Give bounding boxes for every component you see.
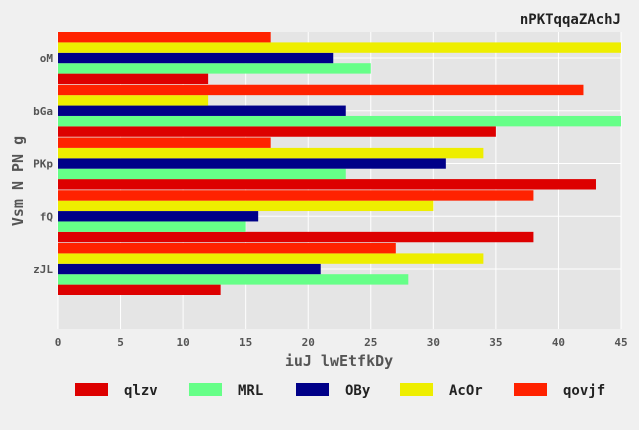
- x-axis-label: iuJ lwEtfkDy: [285, 352, 393, 370]
- x-tick-label: 35: [489, 336, 502, 349]
- y-axis-label: Vsm N PN g: [9, 136, 27, 226]
- bar-MRL-zJL: [58, 274, 409, 285]
- legend-label-OBy: OBy: [345, 383, 371, 399]
- bar-qovjf-oM: [58, 32, 271, 43]
- bar-AcOr-oM: [58, 42, 621, 53]
- y-tick-label: oM: [40, 52, 54, 65]
- legend: qlzv MRL OBy AcOr qovjf: [75, 383, 605, 399]
- bar-qovjf-PKp: [58, 137, 271, 148]
- legend-swatch-OBy: [296, 383, 329, 396]
- bar-OBy-fQ: [58, 211, 259, 222]
- bar-AcOr-fQ: [58, 200, 434, 212]
- bar-qlzv-fQ: [58, 231, 534, 243]
- bar-qovjf-zJL: [58, 243, 396, 254]
- y-tick-label: PKp: [33, 158, 53, 171]
- x-tick-label: 0: [55, 336, 62, 349]
- x-tick-label: 20: [302, 336, 315, 349]
- bar-AcOr-bGa: [58, 95, 209, 106]
- y-tick-labels: zJL fQ PKp bGa oM: [33, 52, 53, 276]
- legend-swatch-qovjf: [514, 383, 547, 396]
- bar-OBy-bGa: [58, 105, 346, 116]
- bar-qlzv-bGa: [58, 126, 496, 137]
- bar-qlzv-oM: [58, 73, 209, 84]
- x-tick-label: 25: [364, 336, 377, 349]
- legend-label-qovjf: qovjf: [563, 383, 605, 399]
- bar-OBy-oM: [58, 52, 334, 64]
- y-tick-label: zJL: [33, 263, 53, 276]
- legend-swatch-MRL: [189, 383, 222, 396]
- bar-AcOr-PKp: [58, 147, 484, 159]
- bar-MRL-fQ: [58, 221, 246, 232]
- legend-swatch-qlzv: [75, 383, 108, 396]
- x-tick-label: 40: [552, 336, 565, 349]
- bar-qlzv-PKp: [58, 179, 596, 190]
- x-tick-label: 10: [176, 336, 189, 349]
- bars-group: [58, 32, 621, 295]
- x-tick-labels: 0 5 10 15 20 25 30 35 40 45: [55, 336, 628, 349]
- chart-title: nPKTqqaZAchJ: [520, 12, 621, 28]
- bar-qlzv-zJL: [58, 284, 221, 295]
- bar-MRL-oM: [58, 63, 371, 74]
- legend-label-MRL: MRL: [238, 383, 263, 399]
- y-tick-label: bGa: [33, 105, 53, 118]
- bar-qovjf-fQ: [58, 190, 534, 201]
- x-tick-label: 45: [614, 336, 627, 349]
- bar-OBy-PKp: [58, 158, 446, 169]
- bar-MRL-bGa: [58, 115, 621, 127]
- x-tick-label: 5: [117, 336, 124, 349]
- legend-label-AcOr: AcOr: [449, 383, 483, 399]
- x-tick-label: 30: [427, 336, 440, 349]
- x-tick-label: 15: [239, 336, 252, 349]
- bar-OBy-zJL: [58, 263, 321, 275]
- bar-MRL-PKp: [58, 168, 346, 180]
- bar-AcOr-zJL: [58, 253, 484, 264]
- legend-label-qlzv: qlzv: [124, 383, 158, 399]
- legend-swatch-AcOr: [400, 383, 433, 396]
- y-tick-label: fQ: [40, 210, 54, 223]
- bar-qovjf-bGa: [58, 84, 584, 96]
